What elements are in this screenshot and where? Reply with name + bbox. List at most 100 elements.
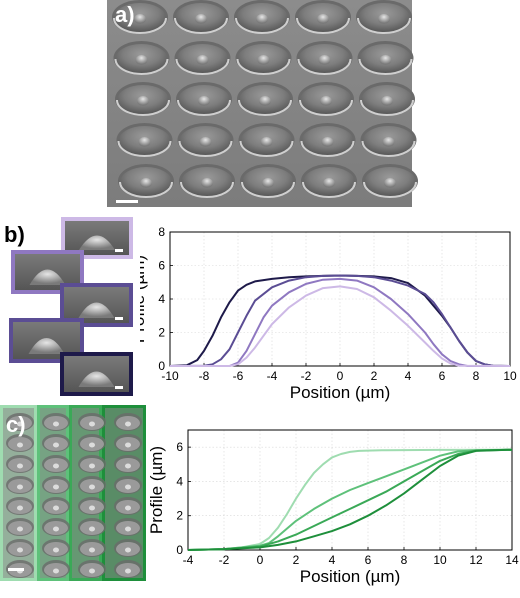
sem-bump (135, 55, 148, 65)
sem-bump (378, 14, 390, 24)
sem-bump (125, 484, 131, 490)
sem-bump (17, 421, 23, 427)
sem-bump (125, 568, 131, 574)
sem-bump (196, 55, 209, 65)
sem-bump (78, 302, 115, 318)
x-tick-label: 4 (329, 553, 336, 567)
sem-bump (53, 526, 59, 532)
sem-well (42, 413, 70, 431)
x-tick-label: 4 (405, 369, 412, 383)
plot-frame (187, 429, 513, 551)
panel-label-a: a) (115, 2, 135, 27)
sem-well (6, 476, 34, 494)
series-line (187, 448, 513, 551)
series-line (187, 448, 513, 551)
y-tick-label: 6 (158, 259, 165, 273)
sem-bump (320, 96, 332, 106)
x-axis-label: Position (µm) (300, 567, 400, 586)
sem-well (173, 0, 229, 34)
sem-bump (53, 484, 59, 490)
y-axis-label: Profile (µm) (140, 255, 148, 343)
x-tick-label: -2 (219, 553, 230, 567)
sem-bump (17, 547, 23, 553)
sem-bump (199, 137, 212, 147)
sem-bump (257, 55, 270, 65)
sem-well (6, 539, 34, 557)
scale-bar (115, 317, 123, 320)
sem-bump (79, 235, 115, 250)
sem-bump (17, 463, 23, 469)
sem-bump (381, 96, 393, 106)
sem-bump (321, 137, 334, 147)
sem-well (296, 41, 353, 75)
sem-bump (17, 442, 23, 448)
sem-bump (201, 178, 213, 188)
sem-well (78, 413, 106, 431)
sem-bump (53, 547, 59, 553)
sem-well (6, 434, 34, 452)
sem-well (114, 434, 142, 452)
scale-bar (115, 386, 123, 389)
series-line (169, 274, 511, 367)
sem-bump (89, 463, 95, 469)
sem-thumbnail (60, 352, 133, 396)
sem-bump (17, 505, 23, 511)
sem-bump (379, 55, 392, 65)
sem-well (298, 82, 354, 116)
x-tick-label: 10 (433, 553, 447, 567)
sem-well (118, 164, 174, 198)
sem-well (362, 164, 418, 198)
sem-bump (125, 526, 131, 532)
series-line (170, 277, 510, 367)
sem-well (114, 476, 142, 494)
x-tick-label: 0 (257, 553, 264, 567)
sem-well (78, 497, 106, 515)
scale-bar (8, 568, 24, 571)
sem-well (78, 434, 106, 452)
sem-well (113, 41, 170, 75)
sem-well (359, 82, 415, 116)
sem-bump (382, 137, 395, 147)
sem-bump (17, 526, 23, 532)
sem-well (114, 413, 142, 431)
panel-label-c: c) (6, 412, 26, 437)
sem-well (78, 455, 106, 473)
x-tick-label: -4 (183, 553, 194, 567)
sem-well (42, 539, 70, 557)
sem-bump (259, 96, 271, 106)
sem-well (78, 560, 106, 578)
sem-bump (28, 338, 65, 354)
sem-bump (89, 526, 95, 532)
sem-well (6, 497, 34, 515)
x-tick-label: 12 (469, 553, 483, 567)
sem-well (179, 164, 235, 198)
sem-well (301, 164, 357, 198)
sem-bump (262, 178, 274, 188)
y-tick-label: 4 (158, 292, 165, 306)
x-tick-label: 8 (473, 369, 480, 383)
y-tick-label: 6 (176, 440, 183, 454)
sem-well (42, 518, 70, 536)
sem-thumbnail (11, 250, 84, 294)
sem-bump (323, 178, 335, 188)
sem-well (116, 123, 173, 157)
scale-bar (115, 249, 123, 252)
sem-well (42, 560, 70, 578)
sem-bump (260, 137, 273, 147)
x-tick-label: 8 (401, 553, 408, 567)
sem-bump (53, 421, 59, 427)
sem-well (238, 123, 295, 157)
sem-well (177, 123, 234, 157)
sem-bump (125, 442, 131, 448)
sem-well (42, 434, 70, 452)
sem-well (295, 0, 351, 34)
y-tick-label: 0 (176, 543, 183, 557)
x-tick-label: -6 (233, 369, 244, 383)
y-tick-label: 0 (158, 359, 165, 373)
sem-well (240, 164, 296, 198)
sem-bump (125, 547, 131, 553)
sem-bump (137, 96, 149, 106)
sem-well (174, 41, 231, 75)
